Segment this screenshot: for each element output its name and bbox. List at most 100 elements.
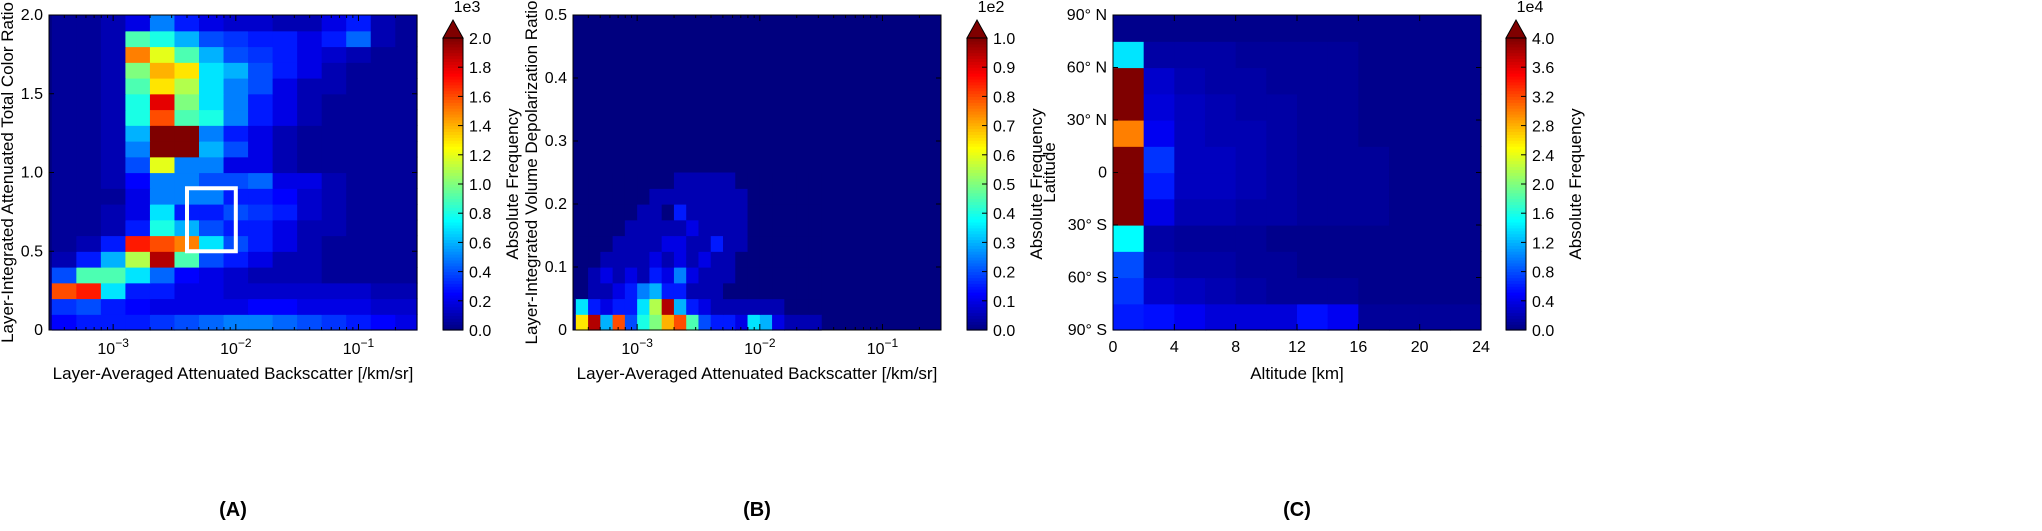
heatmap-cell	[199, 172, 225, 189]
panel-label-a: (A)	[219, 499, 247, 521]
heatmap-cell	[51, 188, 77, 205]
heatmap-cell	[1297, 93, 1329, 121]
heatmap-cell	[1174, 15, 1206, 42]
colorbar-segment	[967, 245, 987, 249]
heatmap-cell	[223, 125, 249, 142]
heatmap-cell	[649, 204, 663, 221]
colorbar-segment	[443, 280, 463, 284]
heatmap-cell	[1358, 277, 1390, 305]
colorbar-segment	[1506, 300, 1526, 305]
colorbar-c: 0.0 0.4 0.8 1.2 1.6 2.0 2.4 2.8 3.2 3.6 4.0 1e4 Ab…	[1505, 0, 1585, 340]
heatmap-cell	[784, 204, 798, 221]
colorbar-segment	[1506, 131, 1526, 135]
heatmap-cell	[772, 251, 785, 268]
heatmap-cell	[649, 251, 663, 268]
colorbar-segment	[443, 289, 463, 293]
colorbar-segment	[967, 306, 987, 311]
heatmap-cell	[624, 251, 638, 268]
colorbar-segment	[443, 169, 463, 173]
heatmap-cell	[1174, 303, 1206, 331]
colorbar-segment	[443, 324, 463, 328]
heatmap-cell	[575, 204, 589, 221]
colorbar-segment	[443, 122, 463, 127]
heatmap-cell	[174, 15, 200, 32]
colorbar-segment	[967, 239, 987, 243]
colorbar-segment	[967, 259, 987, 264]
heatmap-cell	[637, 314, 651, 331]
x-tick-label: 16	[1349, 339, 1367, 356]
heatmap-cell	[1297, 277, 1329, 305]
heatmap-cell	[1389, 146, 1421, 174]
heatmap-cell	[588, 314, 601, 331]
heatmap-cell	[735, 298, 749, 315]
x-axis-label-b: Layer-Averaged Attenuated Backscatter [/…	[577, 364, 938, 383]
colorbar-segment	[967, 280, 987, 284]
colorbar-segment	[1506, 154, 1526, 159]
heatmap-cell	[272, 282, 298, 300]
colorbar-segment	[443, 198, 463, 203]
colorbar-segment	[1506, 309, 1526, 314]
heatmap-cell	[223, 141, 249, 158]
heatmap-cell	[297, 46, 323, 63]
heatmap-cell	[51, 282, 77, 300]
heatmap-cell	[686, 235, 700, 252]
heatmap-cell	[808, 204, 822, 221]
colorbar-segment	[967, 55, 987, 60]
heatmap-cell	[395, 141, 418, 158]
heatmap-cell	[759, 314, 773, 331]
y-tick-label: 0.3	[545, 133, 567, 150]
heatmap-cell	[784, 282, 798, 300]
colorbar-segment	[443, 259, 463, 264]
colorbar-segment	[967, 90, 987, 95]
heatmap-cell	[710, 188, 724, 205]
colorbar-segment	[967, 75, 987, 80]
heatmap-cell	[199, 141, 225, 158]
heatmap-cell	[747, 188, 761, 205]
heatmap-cell	[710, 267, 724, 284]
colorbar-segment	[967, 254, 987, 258]
colorbar-segment	[967, 49, 987, 54]
heatmap-cell	[1297, 15, 1329, 42]
heatmap-cell	[395, 314, 418, 331]
colorbar-segment	[443, 108, 463, 112]
heatmap-cell	[686, 219, 700, 237]
colorbar-tick-label: 0.5	[993, 177, 1015, 194]
heatmap-cell	[174, 93, 200, 111]
heatmap-cell	[796, 219, 810, 237]
heatmap-cell	[808, 188, 822, 205]
heatmap-cell	[370, 93, 396, 111]
heatmap-cell	[1358, 303, 1390, 331]
colorbar-segment	[967, 81, 987, 86]
heatmap-cell	[649, 172, 663, 189]
colorbar-segment	[443, 186, 463, 191]
y-tick-label: 2.0	[21, 7, 43, 24]
heatmap-cell	[600, 298, 614, 315]
heatmap-cell	[1389, 120, 1421, 147]
heatmap-cell	[100, 30, 126, 48]
heatmap-cell	[248, 109, 274, 126]
heatmap-cell	[321, 62, 347, 79]
colorbar-tick-label: 0.2	[993, 265, 1015, 282]
heatmap-cell	[100, 219, 126, 237]
heatmap-b-cells	[573, 15, 941, 331]
colorbar-segment	[967, 289, 987, 293]
colorbar-segment	[967, 84, 987, 89]
heatmap-cell	[808, 235, 822, 252]
heatmap-cell	[100, 188, 126, 205]
heatmap-cell	[174, 314, 200, 331]
heatmap-cell	[51, 125, 77, 142]
heatmap-cell	[174, 172, 200, 189]
heatmap-cell	[1235, 277, 1267, 305]
heatmap-cell	[1327, 172, 1359, 200]
colorbar-segment	[443, 172, 463, 176]
colorbar-segment	[967, 58, 987, 62]
heatmap-cell	[772, 172, 785, 189]
colorbar-segment	[443, 175, 463, 179]
heatmap-cell	[1419, 67, 1451, 95]
heatmap-cell	[395, 188, 418, 205]
heatmap-cell	[637, 235, 651, 252]
colorbar-segment	[443, 78, 463, 83]
colorbar-segment	[443, 271, 463, 276]
colorbar-segment	[1506, 207, 1526, 211]
colorbar-segment	[1506, 70, 1526, 74]
